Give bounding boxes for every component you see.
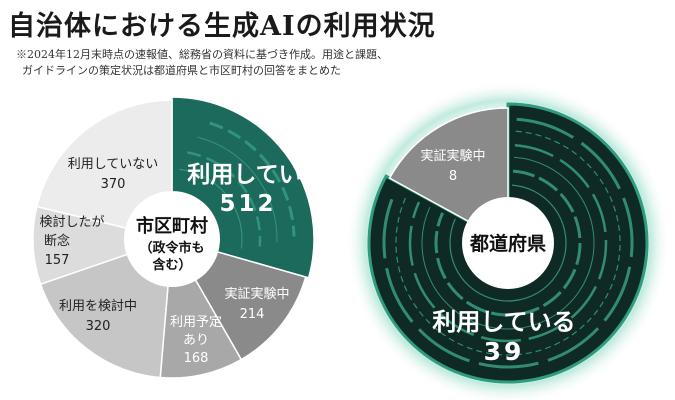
source-note-line-2: ガイドラインの策定状況は都道府県と市区町村の回答をまとめた [22, 64, 341, 77]
page-title: 自治体における生成AIの利用状況 [8, 11, 436, 42]
municipal-center-label-line-2: （政令市も [139, 240, 204, 256]
municipal-value-using: 512 [219, 191, 276, 217]
prefectural-value-trial: 8 [449, 169, 457, 184]
prefectural-deco-ring [408, 143, 608, 343]
municipal-center-disc [124, 191, 220, 287]
prefectural-deco-ring [382, 117, 634, 369]
municipal-label-using: 利用している [187, 162, 324, 188]
prefectural-deco-ring [395, 130, 621, 356]
municipal-slice-gave-up [32, 205, 175, 286]
municipal-label-gave-up-line-1: 検討したが [39, 214, 104, 230]
prefectural-deco-ring [434, 169, 582, 317]
municipal-value-trial: 214 [240, 307, 265, 322]
municipal-deco-ring [197, 136, 278, 243]
municipal-donut-chart: 市区町村 （政令市も 含む） 利用している 512 実証実験中 214 利用予定… [32, 96, 325, 379]
prefectural-center-disc [462, 197, 554, 289]
municipal-center-label-line-3: 含む） [151, 257, 191, 273]
municipal-value-not-using: 370 [101, 177, 126, 192]
municipal-value-gave-up: 157 [45, 253, 70, 268]
prefectural-label-trial: 実証実験中 [420, 148, 485, 164]
municipal-deco-ring [187, 151, 262, 247]
prefectural-deco-ring [449, 184, 567, 302]
municipal-label-trial: 実証実験中 [224, 286, 289, 302]
municipal-value-planned: 168 [184, 351, 209, 366]
municipal-label-planned-line-2: あり [183, 333, 209, 348]
prefectural-donut-chart: 都道府県 実証実験中 8 利用している 39 [346, 81, 670, 400]
municipal-label-gave-up-line-2: 断念 [44, 233, 70, 249]
source-note-line-1: ※2024年12月末時点の速報値、総務省の資料に基づき作成。用途と課題、 [16, 48, 388, 61]
prefectural-value-using: 39 [484, 337, 525, 366]
prefectural-deco-ring [421, 156, 595, 330]
municipal-deco-ring [209, 121, 296, 237]
prefectural-label-using: 利用している [432, 308, 575, 336]
municipal-label-not-using: 利用していない [68, 157, 159, 172]
municipal-deco-ring [179, 168, 243, 249]
municipal-label-planned-line-1: 利用予定 [170, 315, 222, 330]
municipal-value-considering: 320 [86, 319, 111, 334]
prefectural-center-label: 都道府県 [469, 232, 546, 255]
municipal-label-considering: 利用を検討中 [59, 298, 137, 314]
municipal-center-label-line-1: 市区町村 [136, 215, 208, 237]
municipal-slice-not-using [35, 99, 173, 240]
